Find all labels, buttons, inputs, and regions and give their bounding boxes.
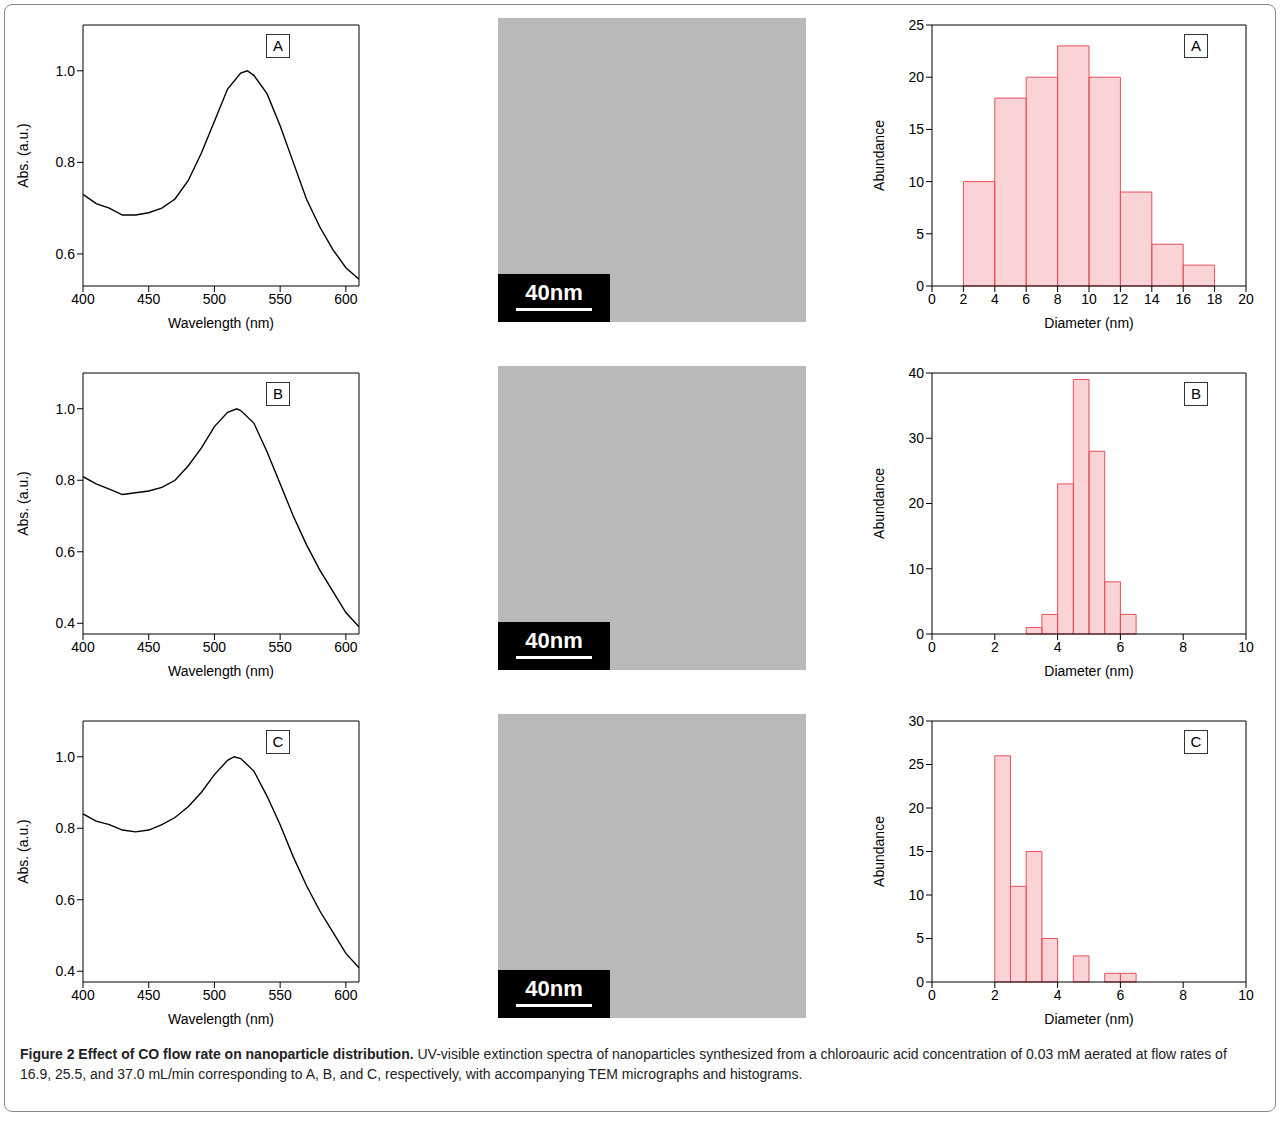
svg-text:12: 12	[1113, 291, 1129, 307]
svg-text:6: 6	[1117, 639, 1125, 655]
svg-text:2: 2	[991, 639, 999, 655]
svg-text:30: 30	[908, 713, 924, 729]
svg-text:Diameter (nm): Diameter (nm)	[1044, 663, 1133, 679]
html-text:40nm: 40nm	[525, 628, 583, 653]
svg-text:Wavelength (nm): Wavelength (nm)	[168, 315, 274, 331]
svg-text:500: 500	[203, 291, 227, 307]
svg-text:400: 400	[71, 987, 95, 1003]
svg-text:6: 6	[1022, 291, 1030, 307]
svg-text:15: 15	[908, 843, 924, 859]
svg-text:25: 25	[908, 17, 924, 33]
svg-text:600: 600	[334, 987, 358, 1003]
svg-text:Abundance: Abundance	[872, 816, 887, 887]
svg-text:Abs. (a.u.): Abs. (a.u.)	[16, 123, 31, 188]
svg-text:5: 5	[916, 930, 924, 946]
svg-text:Abundance: Abundance	[872, 120, 887, 191]
svg-text:450: 450	[137, 639, 161, 655]
svg-text:40: 40	[908, 365, 924, 381]
svg-text:8: 8	[1179, 987, 1187, 1003]
svg-text:8: 8	[1054, 291, 1062, 307]
svg-text:30: 30	[908, 430, 924, 446]
svg-text:20: 20	[908, 495, 924, 511]
html-text:C: C	[272, 733, 284, 750]
svg-text:500: 500	[203, 639, 227, 655]
html-text:A: A	[273, 37, 283, 54]
svg-text:Wavelength (nm): Wavelength (nm)	[168, 1011, 274, 1027]
svg-text:0: 0	[928, 291, 936, 307]
svg-text:1.0: 1.0	[56, 63, 76, 79]
svg-text:0.4: 0.4	[56, 615, 76, 631]
svg-text:20: 20	[908, 800, 924, 816]
svg-text:Diameter (nm): Diameter (nm)	[1044, 1011, 1133, 1027]
svg-text:Wavelength (nm): Wavelength (nm)	[168, 663, 274, 679]
svg-text:5: 5	[916, 226, 924, 242]
svg-text:2: 2	[991, 987, 999, 1003]
svg-text:1.0: 1.0	[56, 401, 76, 417]
svg-text:15: 15	[908, 121, 924, 137]
html-text:B: B	[1191, 385, 1201, 402]
svg-text:2: 2	[960, 291, 968, 307]
svg-text:0: 0	[928, 639, 936, 655]
svg-text:0: 0	[916, 974, 924, 990]
svg-text:16: 16	[1175, 291, 1191, 307]
html-text:C: C	[1190, 733, 1202, 750]
svg-text:0: 0	[916, 626, 924, 642]
svg-text:10: 10	[1238, 639, 1254, 655]
svg-text:10: 10	[1238, 987, 1254, 1003]
svg-text:600: 600	[334, 639, 358, 655]
svg-text:0.6: 0.6	[56, 544, 76, 560]
svg-text:450: 450	[137, 987, 161, 1003]
svg-text:0.6: 0.6	[56, 246, 76, 262]
svg-text:4: 4	[1054, 639, 1062, 655]
html-text:40nm: 40nm	[525, 976, 583, 1001]
svg-text:18: 18	[1207, 291, 1223, 307]
svg-text:Abundance: Abundance	[872, 468, 887, 539]
svg-text:20: 20	[908, 69, 924, 85]
svg-text:4: 4	[991, 291, 999, 307]
svg-text:20: 20	[1238, 291, 1254, 307]
svg-text:400: 400	[71, 291, 95, 307]
svg-text:550: 550	[268, 639, 292, 655]
svg-text:10: 10	[1081, 291, 1097, 307]
svg-text:10: 10	[908, 887, 924, 903]
svg-text:10: 10	[908, 561, 924, 577]
svg-text:4: 4	[1054, 987, 1062, 1003]
svg-text:14: 14	[1144, 291, 1160, 307]
svg-text:600: 600	[334, 291, 358, 307]
svg-text:8: 8	[1179, 639, 1187, 655]
svg-text:0: 0	[916, 278, 924, 294]
svg-text:0.4: 0.4	[56, 963, 76, 979]
svg-text:Diameter (nm): Diameter (nm)	[1044, 315, 1133, 331]
svg-text:0: 0	[928, 987, 936, 1003]
svg-text:0.8: 0.8	[56, 820, 76, 836]
svg-text:1.0: 1.0	[56, 749, 76, 765]
svg-text:400: 400	[71, 639, 95, 655]
html-text:B: B	[273, 385, 283, 402]
html-text:Figure 2 Effect of CO flow rat: Figure 2 Effect of CO flow rate on nanop…	[20, 1046, 1227, 1082]
html-text:40nm: 40nm	[525, 280, 583, 305]
html-text:A: A	[1191, 37, 1201, 54]
svg-text:10: 10	[908, 174, 924, 190]
svg-text:25: 25	[908, 756, 924, 772]
svg-text:550: 550	[268, 291, 292, 307]
svg-text:550: 550	[268, 987, 292, 1003]
svg-text:Abs. (a.u.): Abs. (a.u.)	[16, 471, 31, 536]
svg-text:0.6: 0.6	[56, 892, 76, 908]
svg-text:0.8: 0.8	[56, 472, 76, 488]
svg-text:6: 6	[1117, 987, 1125, 1003]
svg-text:500: 500	[203, 987, 227, 1003]
svg-text:Abs. (a.u.): Abs. (a.u.)	[16, 819, 31, 884]
svg-text:450: 450	[137, 291, 161, 307]
svg-text:0.8: 0.8	[56, 154, 76, 170]
